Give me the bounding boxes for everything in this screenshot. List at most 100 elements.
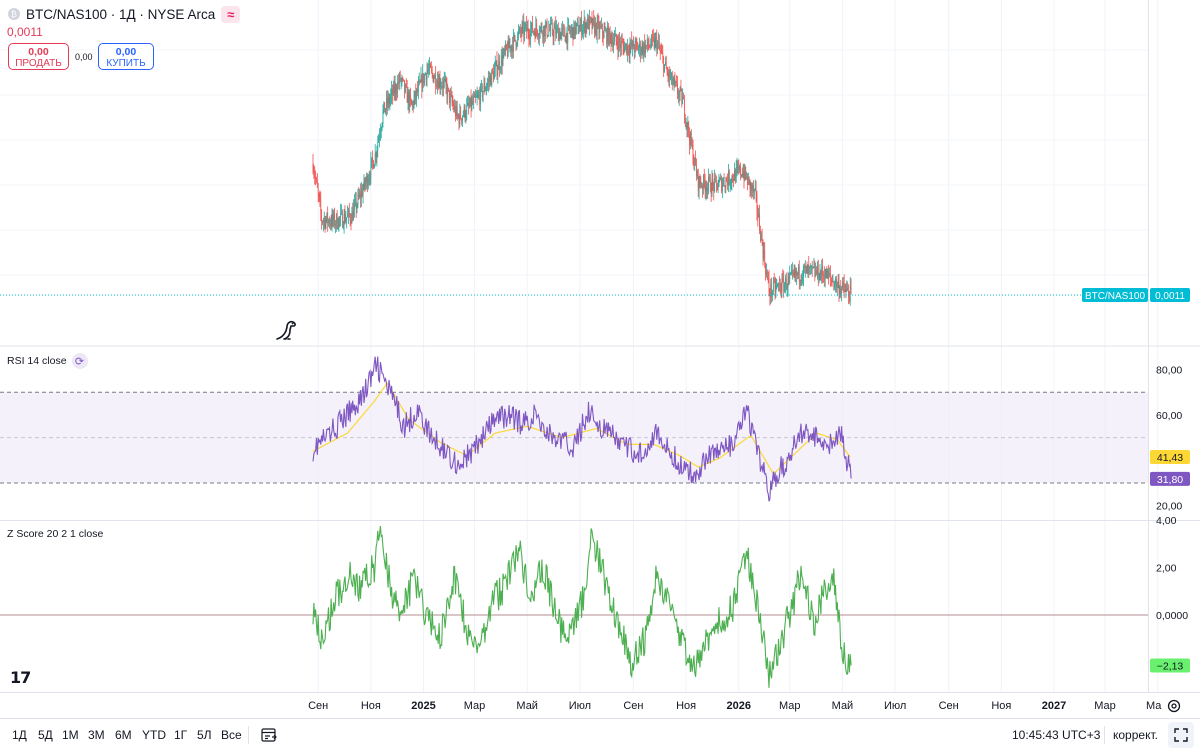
candle-body <box>677 83 678 95</box>
candle-body <box>386 98 387 109</box>
fullscreen-icon[interactable] <box>1168 722 1194 748</box>
candle-body <box>742 172 744 177</box>
candle-body <box>619 38 620 44</box>
candle-body <box>700 183 702 187</box>
candle-body <box>736 167 738 168</box>
candle-body <box>392 89 393 96</box>
candle-body <box>720 177 722 179</box>
zscore-pane[interactable] <box>0 526 1148 688</box>
candle-body <box>324 218 326 228</box>
candle-body <box>385 108 386 113</box>
candle-body <box>760 230 761 241</box>
candle-body <box>519 27 520 32</box>
chart-canvas[interactable]: Сен Ноя 2025 Мар Май Июл Сен Ноя 2026 Мар Май Июл Се… <box>0 0 1200 718</box>
buy-price: 0,00 <box>115 46 137 58</box>
candle-body <box>713 182 715 191</box>
rsi-value-label: 41,43 <box>1157 452 1183 464</box>
candle-body <box>394 85 396 94</box>
candle-body <box>807 265 809 274</box>
timeframe-ytd[interactable]: YTD <box>142 728 166 742</box>
candle-body <box>725 178 727 188</box>
candle-body <box>824 277 826 281</box>
toolbar-divider <box>248 726 249 744</box>
candle-body <box>761 233 763 244</box>
candle-body <box>392 84 394 96</box>
buy-button[interactable]: 0,00 КУПИТЬ <box>98 43 154 70</box>
candle-body <box>830 273 831 278</box>
candle-body <box>769 292 771 297</box>
candle-body <box>440 86 442 88</box>
rsi-title: RSI 14 close <box>7 355 67 367</box>
candle-body <box>674 78 676 83</box>
candle-body <box>587 17 589 28</box>
candle-body <box>370 160 372 179</box>
candle-body <box>798 266 799 275</box>
candle-body <box>778 283 779 285</box>
candle-body <box>475 97 477 98</box>
symbol-header[interactable]: ₿ BTC/NAS100 · 1Д · NYSE Arca ≈ <box>8 5 241 23</box>
candle-body <box>789 274 791 279</box>
candle-body <box>773 280 775 282</box>
candle-body <box>722 184 723 191</box>
timeframe-3m[interactable]: 3М <box>88 728 105 742</box>
candle-body <box>430 67 432 70</box>
candle-body <box>816 270 817 275</box>
x-tick-label: Май <box>832 700 854 712</box>
zscore-pane-label[interactable]: Z Score 20 2 1 close <box>7 528 103 540</box>
candle-body <box>542 32 544 38</box>
candle-body <box>320 200 322 213</box>
candle-body <box>737 167 739 168</box>
price-candles[interactable] <box>312 9 852 306</box>
candle-body <box>590 18 592 20</box>
timeframe-5d[interactable]: 5Д <box>38 728 53 742</box>
candle-body <box>650 45 652 48</box>
candle-body <box>325 219 327 228</box>
candle-body <box>760 233 762 241</box>
adjust-toggle[interactable]: коррект. <box>1113 728 1158 742</box>
candle-body <box>733 179 734 181</box>
candle-body <box>337 227 339 229</box>
refresh-icon[interactable]: ⟳ <box>71 353 88 369</box>
rsi-pane-label[interactable]: RSI 14 close ⟳ <box>7 353 88 369</box>
candle-body <box>652 35 653 38</box>
candle-body <box>683 97 684 99</box>
candle-body <box>322 221 323 223</box>
candle-body <box>344 213 346 223</box>
candle-body <box>381 122 383 129</box>
approx-icon[interactable]: ≈ <box>221 5 241 23</box>
candle-body <box>555 25 557 35</box>
candle-body <box>586 23 588 28</box>
symbol-title[interactable]: BTC/NAS100 · 1Д · NYSE Arca <box>26 6 216 22</box>
candle-body <box>391 89 392 95</box>
candle-body <box>447 87 449 98</box>
timeframe-1d[interactable]: 1Д <box>12 728 27 742</box>
candle-body <box>709 178 711 192</box>
sell-button[interactable]: 0,00 ПРОДАТЬ <box>8 43 69 70</box>
timeframe-1m[interactable]: 1М <box>62 728 79 742</box>
candle-body <box>561 28 563 33</box>
timeframe-6m[interactable]: 6М <box>115 728 132 742</box>
candle-body <box>363 178 365 189</box>
clock[interactable]: 10:45:43 UTC+3 <box>1012 728 1101 742</box>
candle-body <box>625 43 627 47</box>
dinosaur-icon[interactable] <box>275 318 299 342</box>
candle-body <box>609 28 611 35</box>
candle-body <box>716 183 718 191</box>
settings-icon[interactable] <box>1166 698 1182 714</box>
compare-icon[interactable] <box>261 727 278 743</box>
candle-body <box>669 71 671 79</box>
candle-body <box>578 31 580 34</box>
tradingview-logo-icon[interactable]: 17 <box>10 668 31 687</box>
timeframe-all[interactable]: Все <box>221 728 242 742</box>
candle-body <box>558 32 560 42</box>
candle-body <box>809 267 810 269</box>
candle-body <box>378 137 379 143</box>
candle-body <box>622 42 624 46</box>
candle-body <box>582 30 583 35</box>
timeframe-5y[interactable]: 5Л <box>197 728 212 742</box>
timeframe-1y[interactable]: 1Г <box>174 728 188 742</box>
candle-body <box>663 57 665 72</box>
rsi-pane[interactable] <box>0 356 1148 502</box>
candle-body <box>358 194 360 197</box>
candle-body <box>699 176 701 184</box>
